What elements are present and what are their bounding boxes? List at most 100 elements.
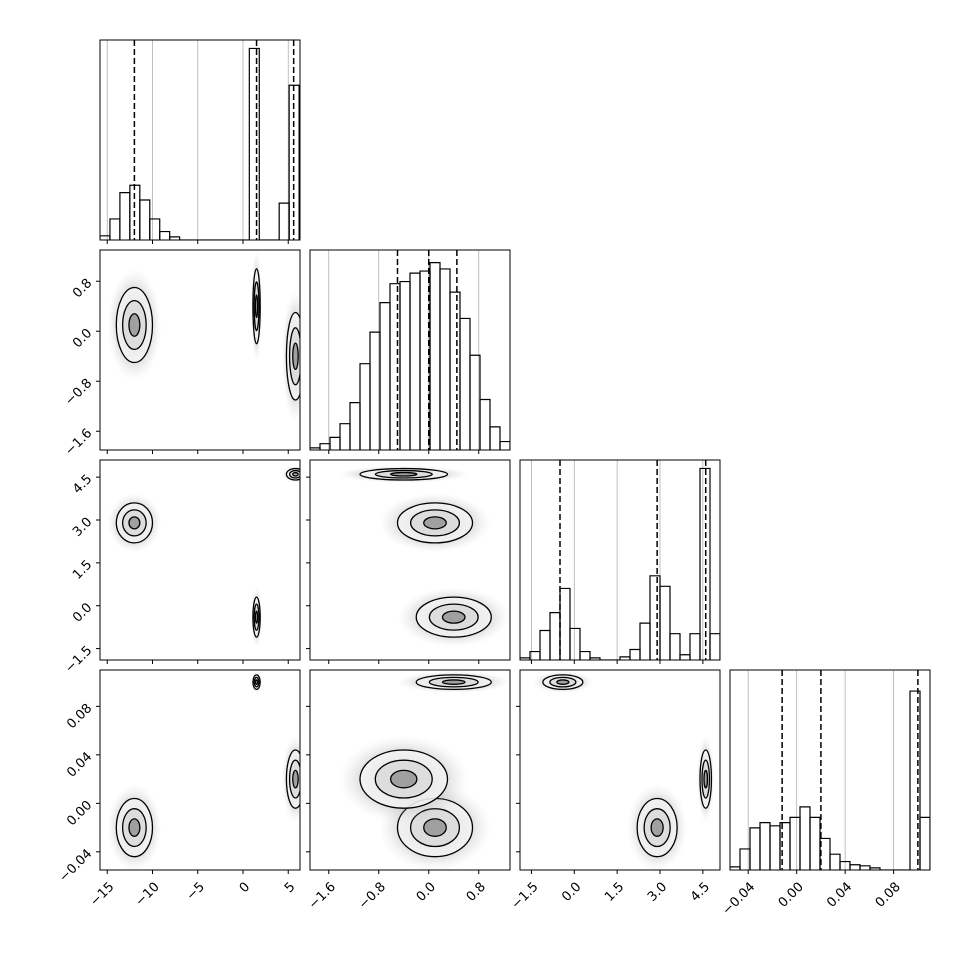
panel-content: [520, 460, 720, 660]
x-tick-label: −0.04: [720, 880, 759, 919]
y-tick-label: 0.08: [64, 701, 95, 732]
hist-bar: [809, 816, 821, 870]
panel-frame: [99, 39, 301, 241]
contour: [128, 313, 141, 337]
hist-bar: [849, 864, 861, 870]
contour: [292, 342, 299, 371]
x-tick-label: 0.08: [873, 880, 904, 911]
x-tick-label: −1.5: [509, 880, 542, 913]
hist-bar: [100, 235, 111, 240]
panel: −1.6 −0.8 0.0 0.8: [62, 249, 301, 459]
hist-bar: [399, 280, 411, 450]
panel-frame: [519, 459, 721, 661]
panel: [519, 459, 721, 664]
hist-bar: [539, 629, 551, 660]
hist-bar: [119, 192, 131, 240]
panel-frame: [309, 459, 511, 661]
hist-bar: [449, 291, 461, 450]
hist-bar: [569, 627, 581, 660]
hist-bar: [909, 690, 921, 870]
panel-frame: [309, 669, 511, 871]
y-tick-label: 0.0: [70, 600, 95, 625]
panel-content: [107, 465, 300, 648]
x-tick-label: 0.0: [414, 880, 439, 905]
hist-bar: [409, 272, 421, 450]
x-tick-label: 1.5: [602, 880, 627, 905]
x-tick-label: −15: [87, 880, 117, 910]
hist-bar: [329, 436, 341, 450]
hist-bar: [359, 363, 371, 450]
hist-bar: [869, 867, 881, 870]
panel-frame: [99, 249, 301, 451]
y-tick-label: 0.8: [70, 276, 95, 301]
hist-bar: [649, 575, 661, 660]
y-tick-label: 4.5: [70, 472, 95, 497]
contour: [441, 610, 466, 624]
panel-frame: [99, 669, 301, 871]
hist-bar: [589, 657, 601, 660]
x-tick-label: 5: [282, 880, 298, 896]
panel: −1.5 0.0 1.5 3.0 4.5: [62, 459, 301, 676]
hist-bar: [799, 806, 811, 870]
x-tick-label: −10: [133, 880, 163, 910]
panel-frame: [519, 669, 721, 871]
hist-bar: [278, 202, 290, 240]
hist-bar: [669, 633, 681, 660]
hist-bar: [429, 262, 441, 450]
y-tick-label: 0.0: [70, 326, 95, 351]
x-tick-label: 0: [237, 880, 253, 896]
hist-bar: [679, 654, 691, 660]
y-tick-label: −0.04: [57, 847, 96, 886]
contour: [703, 769, 709, 789]
hist-bar: [639, 622, 651, 660]
panel-content: [100, 40, 300, 240]
panel-frame: [99, 459, 301, 661]
panel: [306, 459, 511, 664]
panel: −15 −10 −5 0 5 −0.04 0.00 0.04 0.08: [57, 669, 301, 910]
hist-bar: [389, 283, 401, 450]
hist-bar: [559, 587, 571, 660]
hist-bar: [829, 853, 841, 870]
hist-bar: [749, 827, 761, 870]
panel-content: [338, 465, 510, 648]
hist-bar: [659, 585, 671, 660]
y-tick-label: −1.5: [62, 643, 95, 676]
panel: [99, 39, 301, 244]
x-tick-label: 0.00: [776, 880, 807, 911]
hist-bar: [439, 268, 451, 450]
contour: [423, 516, 447, 530]
hist-bar: [489, 426, 501, 450]
hist-bar: [629, 648, 641, 660]
x-tick-label: 0.04: [824, 880, 855, 911]
hist-bar: [379, 302, 391, 450]
y-tick-label: −0.8: [62, 376, 95, 409]
contour: [254, 610, 259, 624]
contour: [128, 516, 141, 530]
hist-bar: [459, 317, 471, 450]
hist-bar: [689, 633, 701, 660]
x-tick-label: 0.0: [559, 880, 584, 905]
hist-bar: [109, 218, 121, 240]
hist-bar: [579, 650, 591, 660]
contour: [389, 769, 418, 789]
contour: [254, 679, 259, 685]
y-tick-label: 0.04: [64, 750, 95, 781]
x-tick-label: 4.5: [688, 880, 713, 905]
panel-content: [107, 250, 300, 422]
panel-content: [310, 250, 510, 450]
y-tick-label: 1.5: [70, 558, 95, 583]
x-tick-label: 3.0: [645, 880, 670, 905]
panel-content: [730, 670, 930, 870]
hist-bar: [759, 822, 771, 870]
hist-bar: [499, 440, 510, 450]
y-tick-label: −1.6: [62, 426, 95, 459]
hist-bar: [709, 633, 720, 660]
contour: [292, 471, 299, 477]
panel-frame: [309, 249, 511, 451]
contour: [128, 818, 141, 837]
contour: [389, 471, 418, 477]
y-tick-label: 0.00: [64, 798, 95, 829]
panel-content: [107, 671, 300, 870]
